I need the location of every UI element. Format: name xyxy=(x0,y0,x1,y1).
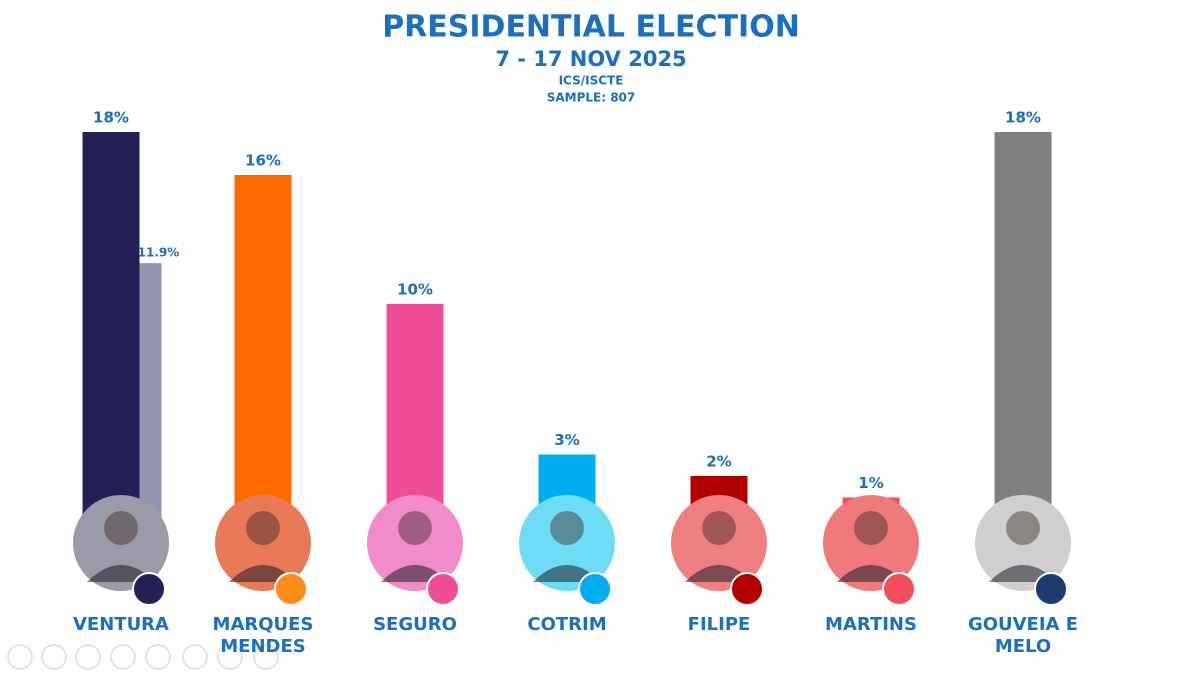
candidate-photo xyxy=(367,495,463,591)
value-label: 10% xyxy=(397,281,433,299)
value-label: 3% xyxy=(554,431,579,449)
photo-head xyxy=(398,511,432,545)
category-label: GOUVEIA E MELO xyxy=(967,614,1079,657)
chart-title: PRESIDENTIAL ELECTION xyxy=(382,10,800,45)
secondary-value-label: 11.9% xyxy=(138,246,180,260)
value-label: 18% xyxy=(1005,109,1041,127)
party-badge xyxy=(730,572,764,606)
category-label: SEGURO xyxy=(373,614,457,635)
photo-head xyxy=(550,511,584,545)
candidate-photo xyxy=(215,495,311,591)
category-label: COTRIM xyxy=(527,614,607,635)
party-badge xyxy=(578,572,612,606)
category-label: VENTURA xyxy=(73,614,169,635)
bar xyxy=(994,132,1052,544)
sample-note: SAMPLE: 807 xyxy=(547,91,636,105)
category-label: FILIPE xyxy=(687,614,751,635)
candidate-photo xyxy=(975,495,1071,591)
secondary-bar xyxy=(139,263,162,544)
value-label: 2% xyxy=(706,453,731,471)
party-badge xyxy=(426,572,460,606)
chart-subtitle: 7 - 17 NOV 2025 xyxy=(495,47,686,71)
value-label: 18% xyxy=(93,109,129,127)
category-label: MARTINS xyxy=(825,614,917,635)
photo-head xyxy=(854,511,888,545)
photo-head xyxy=(1006,511,1040,545)
photo-head xyxy=(246,511,280,545)
toolbar xyxy=(7,644,279,670)
value-label: 1% xyxy=(858,474,883,492)
bar xyxy=(82,132,140,544)
candidate-photo xyxy=(73,495,169,591)
photo-head xyxy=(104,511,138,545)
candidate-photo xyxy=(823,495,919,591)
photo-head xyxy=(702,511,736,545)
category-label: MARQUES MENDES xyxy=(212,614,314,657)
source: ICS/ISCTE xyxy=(559,74,624,88)
candidate-photo xyxy=(671,495,767,591)
party-badge xyxy=(274,572,308,606)
candidate-photo xyxy=(519,495,615,591)
value-label: 16% xyxy=(245,152,281,170)
bar xyxy=(234,175,292,544)
party-badge xyxy=(1034,572,1068,606)
party-badge xyxy=(882,572,916,606)
party-badge xyxy=(132,572,166,606)
